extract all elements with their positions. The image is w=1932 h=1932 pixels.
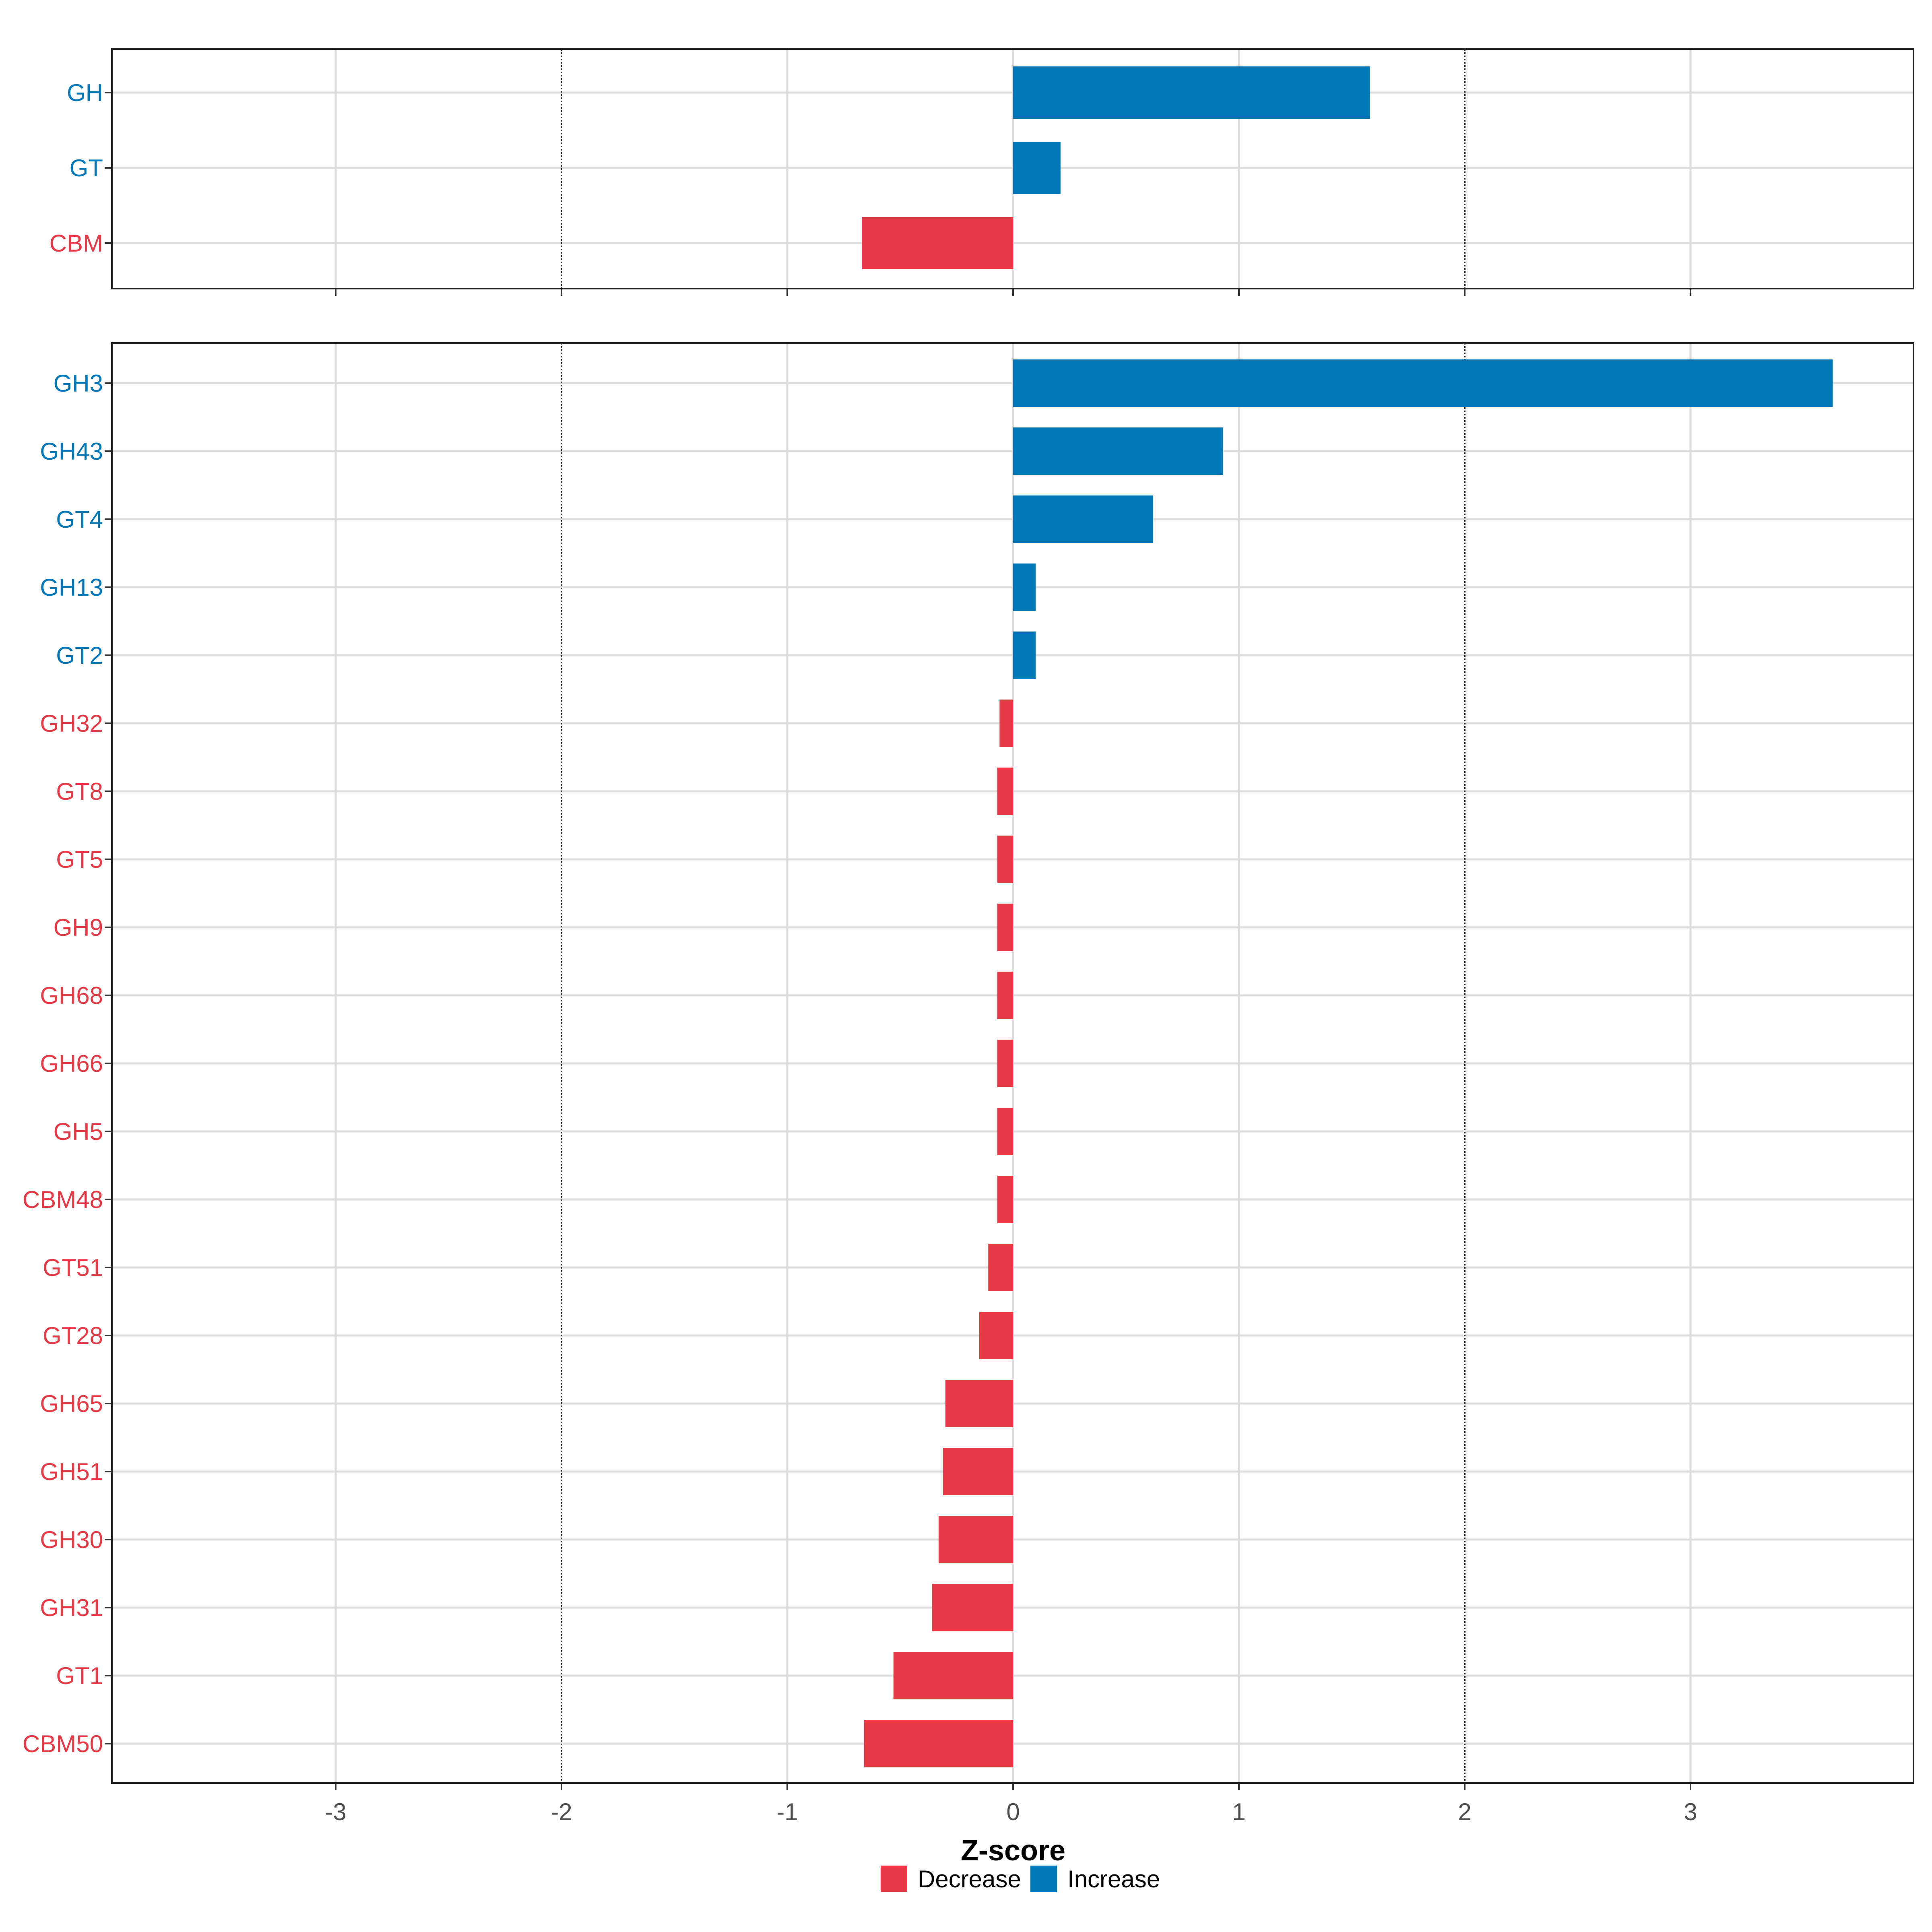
panel-2-bar-gt2 bbox=[1013, 632, 1036, 679]
panel-2-category-label: GT51 bbox=[43, 1254, 103, 1281]
panel-2-bar-cbm48 bbox=[997, 1176, 1013, 1223]
legend-swatch-decrease bbox=[881, 1866, 907, 1892]
panel-2-bar-gh13 bbox=[1013, 564, 1036, 611]
panel-2-category-label: GH32 bbox=[40, 710, 103, 737]
x-tick-label: -1 bbox=[776, 1798, 798, 1825]
x-tick-label: 1 bbox=[1232, 1798, 1245, 1825]
x-tick-label: -2 bbox=[551, 1798, 572, 1825]
panel-2-category-label: CBM48 bbox=[23, 1186, 103, 1213]
panel-2-bar-gh32 bbox=[999, 700, 1013, 747]
legend-swatch-increase bbox=[1030, 1866, 1057, 1892]
panel-2-bar-gh65 bbox=[945, 1380, 1013, 1427]
panel-2-bar-gh51 bbox=[943, 1448, 1013, 1495]
x-tick-label: 3 bbox=[1684, 1798, 1697, 1825]
legend-label-increase: Increase bbox=[1067, 1866, 1160, 1893]
panel-2-category-label: GH43 bbox=[40, 438, 103, 465]
panel-2-category-label: GH66 bbox=[40, 1050, 103, 1077]
panel-2-category-label: GT1 bbox=[56, 1662, 103, 1689]
panel-2-bar-gh5 bbox=[997, 1108, 1013, 1155]
panel-2-category-label: GH51 bbox=[40, 1458, 103, 1485]
x-tick-label: 2 bbox=[1458, 1798, 1471, 1825]
panel-2-bar-gt28 bbox=[979, 1312, 1013, 1359]
panel-2-category-label: GH9 bbox=[54, 914, 103, 941]
panel-2-border bbox=[111, 342, 1914, 1784]
panel-2-category-label: GT4 bbox=[56, 506, 103, 533]
panel-2-bar-gh30 bbox=[938, 1516, 1013, 1563]
panel-2-category-label: GH65 bbox=[40, 1390, 103, 1417]
panel-1-category-label: GH bbox=[67, 79, 103, 106]
x-tick-label: -3 bbox=[325, 1798, 346, 1825]
panel-2-category-label: CBM50 bbox=[23, 1730, 103, 1757]
panel-1-category-label: CBM bbox=[50, 230, 103, 257]
panel-2-category-label: GT2 bbox=[56, 642, 103, 669]
panel-1-border bbox=[111, 48, 1914, 289]
x-axis-title: Z-score bbox=[961, 1835, 1065, 1867]
panel-2-bar-gt8 bbox=[997, 768, 1013, 815]
panel-1-bar-gh bbox=[1013, 66, 1370, 119]
panel-2-bar-gh68 bbox=[997, 972, 1013, 1019]
panel-2-bar-gt4 bbox=[1013, 495, 1153, 543]
panel-2-bar-gh31 bbox=[932, 1584, 1013, 1631]
panel-2-category-label: GT28 bbox=[43, 1322, 103, 1349]
panel-2-category-label: GH68 bbox=[40, 982, 103, 1009]
x-tick-label: 0 bbox=[1006, 1798, 1020, 1825]
panel-2-category-label: GH5 bbox=[54, 1118, 103, 1145]
panel-2-bar-gh9 bbox=[997, 904, 1013, 951]
panel-1-bar-gt bbox=[1013, 142, 1061, 194]
panel-2-bar-gh3 bbox=[1013, 359, 1833, 407]
panel-2-bar-gt1 bbox=[893, 1652, 1013, 1699]
panel-2-category-label: GT8 bbox=[56, 778, 103, 805]
panel-2-bar-cbm50 bbox=[864, 1720, 1013, 1767]
panel-2-category-label: GH3 bbox=[54, 370, 103, 397]
panel-2-category-label: GH31 bbox=[40, 1594, 103, 1621]
panel-2-bar-gh43 bbox=[1013, 427, 1223, 475]
panel-1-category-label: GT bbox=[70, 155, 103, 182]
panel-2-category-label: GH13 bbox=[40, 574, 103, 601]
panel-2-bar-gt51 bbox=[988, 1244, 1013, 1291]
panel-2-bar-gt5 bbox=[997, 836, 1013, 883]
panel-2-category-label: GT5 bbox=[56, 846, 103, 873]
panel-1-bar-cbm bbox=[862, 217, 1013, 269]
legend-label-decrease: Decrease bbox=[918, 1866, 1021, 1893]
panel-2-category-label: GH30 bbox=[40, 1526, 103, 1553]
panel-2-bar-gh66 bbox=[997, 1040, 1013, 1087]
